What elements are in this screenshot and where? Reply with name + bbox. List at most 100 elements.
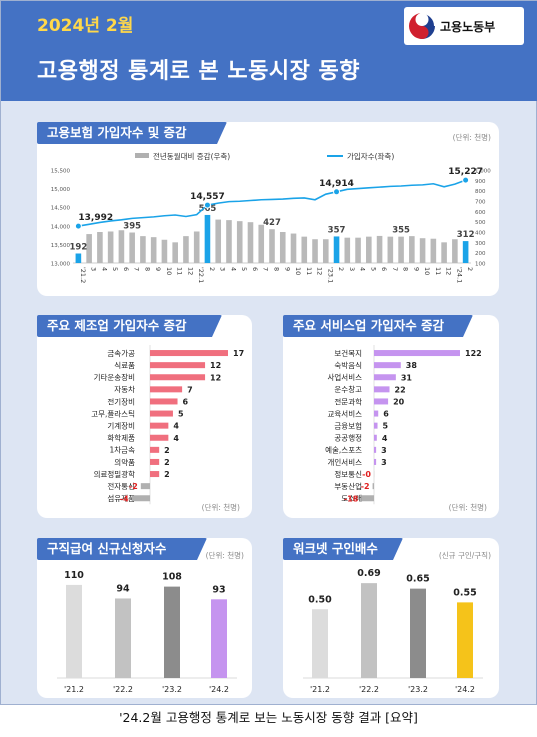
value-bar (140, 483, 150, 490)
insured-count-point (462, 176, 470, 184)
insured-x-tick: 5 (240, 267, 248, 271)
value-bar (374, 434, 377, 441)
category-label: 식료품 (114, 361, 135, 370)
services-card-title: 주요 서비스업 가입자수 증감 (283, 315, 473, 337)
right-axis-tick: 700 (475, 200, 486, 206)
insured-change-bar (279, 232, 286, 263)
value-bar (150, 386, 183, 393)
right-axis-tick: 800 (475, 189, 486, 195)
category-label: '23.2 (162, 685, 182, 694)
insured-x-tick: '24.1 (455, 267, 463, 283)
right-axis-tick: 400 (475, 231, 486, 237)
insured-change-bar (129, 232, 135, 263)
left-axis-tick: 15,000 (51, 187, 71, 193)
category-label: 보건복지 (334, 348, 362, 358)
value-label: 0.69 (357, 568, 380, 579)
value-label: 31 (401, 373, 413, 382)
category-label: '21.2 (64, 685, 84, 694)
category-label: '24.2 (209, 685, 229, 694)
header-band: 2024년 2월 고용행정 통계로 본 노동시장 동향 고용노동부 (1, 1, 537, 101)
ministry-logo: 고용노동부 (404, 7, 524, 45)
insured-x-tick: 8 (143, 267, 151, 271)
right-axis-tick: 600 (475, 210, 486, 216)
value-label: -0 (362, 470, 371, 479)
insured-change-bar (333, 236, 340, 263)
value-label: 94 (116, 583, 130, 594)
footer-caption: '24.2월 고용행정 통계로 보는 노동시장 동향 결과 [요약] (119, 710, 418, 725)
left-axis-tick: 14,000 (51, 224, 71, 230)
insured-count-point (74, 222, 82, 230)
value-bar (374, 422, 378, 429)
insured-x-tick: 4 (100, 267, 108, 271)
value-label: 3 (381, 458, 387, 467)
jobseeking-card-title: 구직급여 신규신청자수 (37, 538, 207, 560)
value-label: -2 (129, 482, 138, 491)
insured-x-tick: 11 (176, 267, 184, 275)
insured-change-bar (140, 236, 146, 263)
value-label: 93 (212, 584, 225, 595)
category-label: 부동산업 (334, 481, 362, 491)
value-bar (361, 495, 374, 502)
category-label: 공공행정 (334, 433, 362, 443)
insured-x-tick: 3 (219, 267, 227, 271)
insured-count-line (78, 179, 466, 227)
insured-change-bar (226, 220, 232, 263)
value-label: 110 (64, 570, 84, 581)
insured-x-tick: 12 (316, 267, 324, 275)
insured-x-tick: '21.2 (79, 267, 87, 283)
value-label: 0.50 (308, 594, 332, 605)
insured-change-bar (172, 242, 178, 263)
insured-change-bar (419, 238, 426, 263)
insured-x-tick: 6 (122, 267, 130, 271)
insured-x-tick: 8 (402, 267, 410, 271)
insured-x-tick: 11 (305, 267, 313, 275)
value-label: 4 (382, 434, 388, 443)
category-label: 전자통신 (107, 481, 135, 491)
value-label: -2 (361, 482, 370, 491)
right-axis-tick: 1,000 (475, 169, 491, 175)
value-bar (150, 422, 169, 429)
insured-change-bar (118, 230, 125, 263)
value-bar (372, 483, 374, 490)
right-axis-tick: 100 (475, 262, 486, 268)
value-bar (150, 410, 173, 417)
value-label: 5 (383, 422, 389, 431)
value-label: 3 (381, 446, 387, 455)
services-chart: 보건복지 122 숙박음식 38 사업서비스 31 운수창고 22 전문과학 20 교육서비스 6 금융… (325, 345, 482, 505)
insured-x-tick: 2 (337, 267, 345, 271)
insured-card: 고용보험 가입자수 및 증감 (단위: 천명) 전년동월대비 증감(우축) 가입자… (37, 122, 499, 296)
left-axis-tick: 13,500 (51, 243, 71, 249)
value-label: 0.55 (453, 587, 476, 598)
value-bar (115, 598, 131, 678)
value-label: -18 (344, 494, 359, 503)
value-bar (150, 434, 169, 441)
category-label: 도소매 (341, 494, 362, 503)
value-bar (374, 386, 390, 393)
insured-change-bar (75, 253, 82, 263)
category-label: '21.2 (310, 685, 330, 694)
insured-x-tick: 10 (423, 267, 431, 275)
value-label: 12 (210, 361, 221, 370)
category-label: '22.2 (359, 685, 379, 694)
insured-change-bar (183, 236, 189, 263)
value-label: 2 (164, 458, 170, 467)
insured-change-bar (409, 236, 415, 263)
category-label: 기계장비 (107, 420, 135, 430)
category-label: 예술,스포츠 (325, 445, 362, 455)
value-label: 2 (164, 470, 170, 479)
category-label: 자동차 (114, 385, 135, 394)
insured-x-tick: 10 (165, 267, 173, 275)
insured-x-tick: 12 (186, 267, 194, 275)
insured-change-bar (441, 242, 447, 263)
value-label: 122 (465, 349, 482, 358)
insured-bar-value-label: 427 (263, 218, 281, 228)
value-bar (457, 602, 473, 678)
insured-bar-value-label: 312 (457, 230, 475, 240)
left-axis-tick: 15,500 (51, 169, 71, 175)
insured-unit: (단위: 천명) (452, 133, 491, 142)
value-bar (410, 588, 426, 678)
category-label: '24.2 (455, 685, 475, 694)
insured-bar-value-label: 395 (123, 222, 141, 232)
insured-bar-value-label: 192 (70, 242, 88, 252)
category-label: '23.2 (408, 685, 428, 694)
